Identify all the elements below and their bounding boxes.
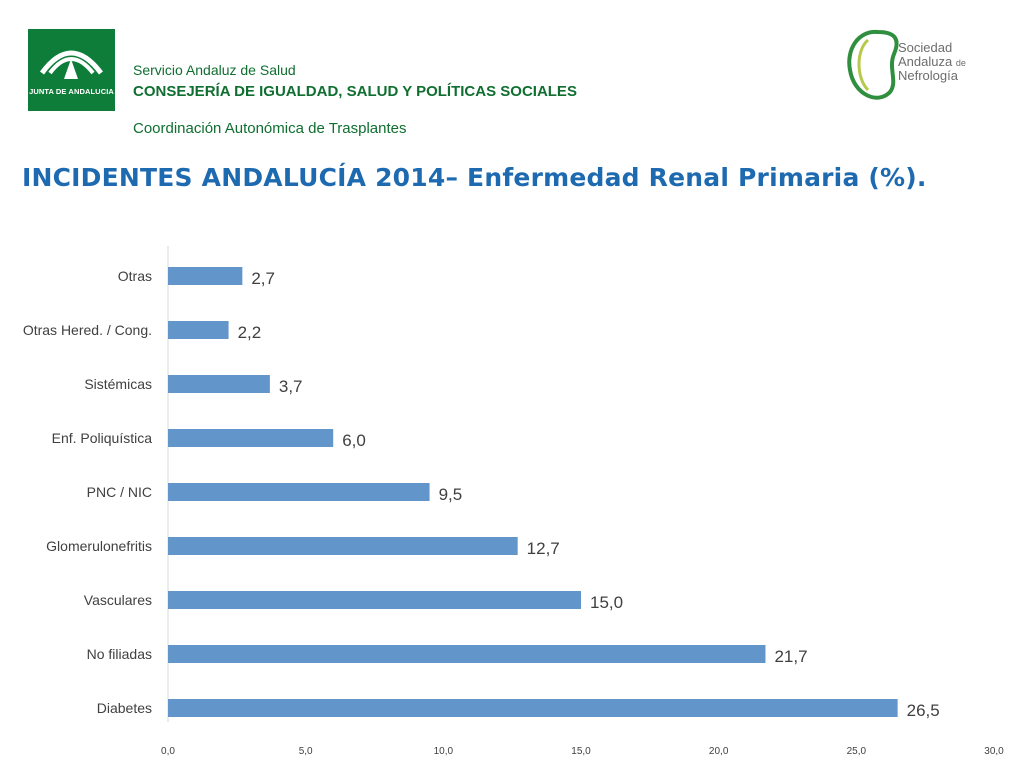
category-label: Enf. Poliquística bbox=[52, 430, 153, 446]
sen-line2: Andaluza de bbox=[898, 55, 966, 70]
x-tick-label: 15,0 bbox=[571, 746, 591, 757]
value-label: 9,5 bbox=[439, 485, 463, 504]
x-tick-label: 5,0 bbox=[299, 746, 313, 757]
sen-line3: Nefrología bbox=[898, 68, 958, 83]
x-tick-label: 20,0 bbox=[709, 746, 729, 757]
bar bbox=[168, 645, 766, 663]
x-tick-label: 25,0 bbox=[847, 746, 867, 757]
value-label: 15,0 bbox=[590, 593, 623, 612]
junta-emblem-icon bbox=[39, 50, 103, 79]
junta-de-andalucia-logo: JUNTA DE ANDALUCIA bbox=[28, 29, 115, 111]
category-label: Otras bbox=[118, 268, 152, 284]
coordinacion-label: Coordinación Autonómica de Trasplantes bbox=[133, 120, 407, 137]
consejeria-label: CONSEJERÍA DE IGUALDAD, SALUD Y POLÍTICA… bbox=[133, 83, 577, 100]
bar bbox=[168, 537, 518, 555]
category-label: Glomerulonefritis bbox=[46, 538, 152, 554]
junta-logo-text: JUNTA DE ANDALUCIA bbox=[29, 87, 114, 96]
page-title: INCIDENTES ANDALUCÍA 2014– Enfermedad Re… bbox=[22, 163, 927, 192]
category-label: PNC / NIC bbox=[87, 484, 152, 500]
category-label: No filiadas bbox=[87, 646, 152, 662]
category-label: Sistémicas bbox=[84, 376, 152, 392]
value-label: 2,2 bbox=[238, 323, 262, 342]
servicio-andaluz-label: Servicio Andaluz de Salud bbox=[133, 62, 296, 78]
x-tick-label: 30,0 bbox=[984, 746, 1004, 757]
category-label: Diabetes bbox=[97, 700, 152, 716]
category-label: Otras Hered. / Cong. bbox=[23, 322, 152, 338]
bar-chart: Otras 2,7 Otras Hered. / Cong. 2,2 Sistémica… bbox=[23, 246, 1004, 757]
bar bbox=[168, 375, 270, 393]
value-label: 21,7 bbox=[774, 647, 807, 666]
sen-de-text: de bbox=[955, 58, 966, 68]
bar bbox=[168, 429, 334, 447]
value-label: 26,5 bbox=[907, 701, 940, 720]
bar bbox=[168, 699, 898, 717]
category-label: Vasculares bbox=[84, 592, 152, 608]
value-label: 3,7 bbox=[279, 377, 303, 396]
bar bbox=[168, 267, 243, 285]
x-tick-label: 10,0 bbox=[434, 746, 454, 757]
sen-line2-text: Andaluza bbox=[898, 54, 953, 69]
bar bbox=[168, 483, 430, 501]
sociedad-nefrologia-logo-icon bbox=[847, 29, 899, 100]
sen-line1: Sociedad bbox=[898, 40, 953, 55]
bar bbox=[168, 591, 581, 609]
value-label: 6,0 bbox=[342, 431, 366, 450]
x-tick-label: 0,0 bbox=[161, 746, 175, 757]
value-label: 12,7 bbox=[527, 539, 560, 558]
bar bbox=[168, 321, 229, 339]
value-label: 2,7 bbox=[251, 269, 275, 288]
